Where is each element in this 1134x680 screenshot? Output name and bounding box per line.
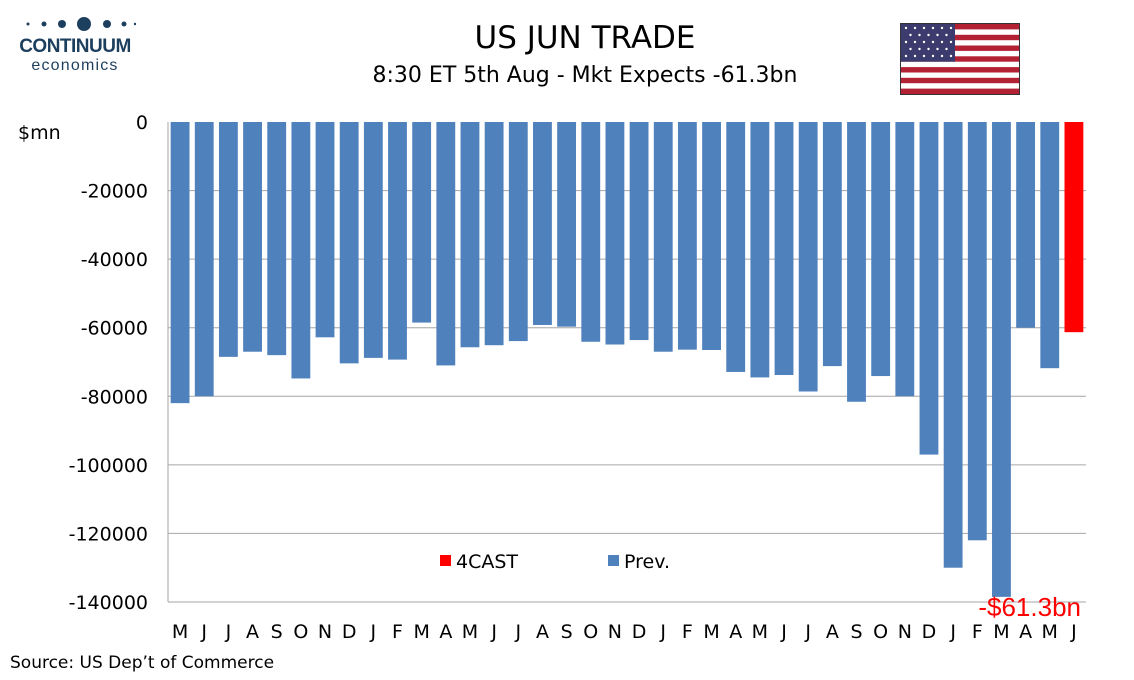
bar <box>919 122 939 455</box>
y-tick-label: -140000 <box>69 592 148 614</box>
x-tick-label: J <box>490 621 497 643</box>
x-tick-label: M <box>752 621 768 643</box>
bar <box>629 122 649 341</box>
bar <box>339 122 359 364</box>
y-tick-label: -80000 <box>81 386 148 408</box>
us-flag-icon <box>900 23 1020 95</box>
bar <box>750 122 770 378</box>
bar <box>363 122 383 358</box>
chart-title: US JUN TRADE <box>474 20 696 56</box>
x-tick-label: J <box>780 621 787 643</box>
bar <box>557 122 577 327</box>
x-tick-label: D <box>342 621 357 643</box>
bar <box>847 122 866 402</box>
logo-wordmark: CONTINUUM <box>19 36 131 57</box>
forecast-bar <box>1064 122 1084 333</box>
bar <box>533 122 552 325</box>
x-tick-label: A <box>826 621 839 643</box>
x-tick-label: J <box>370 621 377 643</box>
bar <box>315 122 335 338</box>
bar <box>677 122 697 350</box>
bar <box>291 122 311 379</box>
x-tick-label: O <box>293 621 308 643</box>
bar <box>484 122 504 346</box>
x-tick-label: A <box>536 621 549 643</box>
legend-swatch <box>608 555 619 566</box>
x-tick-label: N <box>898 621 912 643</box>
logo-dots-icon <box>26 17 136 31</box>
x-tick-label: F <box>682 621 693 643</box>
x-tick-label: A <box>246 621 259 643</box>
bar <box>822 122 842 367</box>
bar <box>170 122 190 404</box>
x-tick-label: S <box>271 621 283 643</box>
x-tick-label: A <box>439 621 452 643</box>
x-tick-label: M <box>1042 621 1058 643</box>
bar <box>702 122 721 350</box>
bar <box>1040 122 1060 369</box>
bar <box>581 122 601 342</box>
y-tick-label: -60000 <box>81 318 148 340</box>
x-tick-label: S <box>561 621 573 643</box>
y-tick-label: -20000 <box>81 181 148 203</box>
logo-subtitle: economics <box>31 57 119 74</box>
bar <box>605 122 625 345</box>
bar <box>798 122 818 392</box>
legend-label: Prev. <box>624 551 670 573</box>
bar <box>267 122 287 356</box>
x-tick-label: O <box>583 621 598 643</box>
y-tick-label: 0 <box>136 112 148 134</box>
bar <box>774 122 794 376</box>
x-tick-label: J <box>514 621 521 643</box>
bar <box>871 122 891 377</box>
x-tick-label: F <box>392 621 403 643</box>
forecast-annotation: -$61.3bn <box>978 592 1081 622</box>
x-tick-label: J <box>200 621 207 643</box>
bar <box>895 122 915 397</box>
x-tick-label: M <box>993 621 1009 643</box>
x-tick-label: A <box>1019 621 1032 643</box>
bar <box>1016 122 1036 328</box>
x-tick-label: M <box>172 621 188 643</box>
x-tick-label: M <box>462 621 478 643</box>
legend-label: 4CAST <box>456 551 518 573</box>
x-tick-label: O <box>873 621 888 643</box>
y-tick-label: -120000 <box>69 523 148 545</box>
bar <box>726 122 746 372</box>
x-tick-label: N <box>608 621 622 643</box>
x-tick-label: N <box>318 621 332 643</box>
bar <box>388 122 407 360</box>
legend-swatch <box>440 555 451 566</box>
x-tick-label: D <box>632 621 647 643</box>
bar <box>992 122 1011 597</box>
chart-subtitle: 8:30 ET 5th Aug - Mkt Expects -61.3bn <box>372 63 798 88</box>
bar <box>653 122 673 352</box>
x-tick-label: D <box>922 621 937 643</box>
continuum-logo: CONTINUUM economics <box>14 14 136 76</box>
x-tick-label: M <box>413 621 429 643</box>
x-tick-label: J <box>804 621 811 643</box>
source-note: Source: US Dep’t of Commerce <box>10 653 275 673</box>
x-tick-label: J <box>659 621 666 643</box>
x-tick-label: M <box>703 621 719 643</box>
x-tick-label: S <box>850 621 862 643</box>
y-tick-label: -40000 <box>81 249 148 271</box>
x-tick-label: F <box>972 621 983 643</box>
x-tick-label: J <box>949 621 956 643</box>
bar <box>460 122 480 348</box>
bar <box>194 122 214 397</box>
bar <box>218 122 238 357</box>
bar <box>943 122 963 568</box>
bar <box>436 122 456 366</box>
y-tick-label: -100000 <box>69 455 148 477</box>
y-axis-label: $mn <box>18 122 61 144</box>
x-tick-label: J <box>1070 621 1077 643</box>
bar <box>412 122 432 323</box>
x-tick-label: A <box>729 621 742 643</box>
bar <box>243 122 262 352</box>
bar <box>508 122 528 342</box>
x-tick-label: J <box>225 621 232 643</box>
bar <box>967 122 987 541</box>
